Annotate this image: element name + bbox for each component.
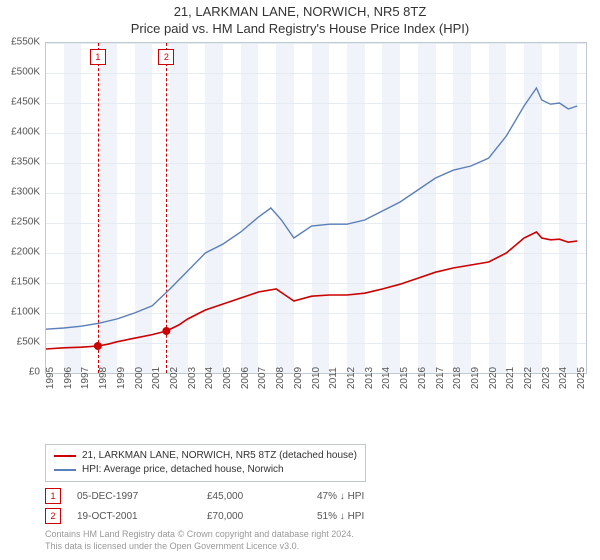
x-tick-label: 2016 (417, 367, 428, 389)
x-tick-label: 2002 (169, 367, 180, 389)
x-tick-label: 2006 (240, 367, 251, 389)
y-tick-label: £250K (0, 217, 40, 228)
legend-swatch (54, 469, 76, 471)
chart-lines (46, 43, 586, 373)
x-tick-label: 1995 (45, 367, 56, 389)
footer-line-1: Contains HM Land Registry data © Crown c… (45, 528, 354, 540)
footer-line-2: This data is licensed under the Open Gov… (45, 540, 354, 552)
x-tick-label: 2010 (311, 367, 322, 389)
x-tick-label: 2023 (541, 367, 552, 389)
x-tick-label: 2005 (222, 367, 233, 389)
footer-attribution: Contains HM Land Registry data © Crown c… (45, 528, 354, 552)
x-tick-label: 2021 (505, 367, 516, 389)
series-marker (94, 342, 102, 350)
y-tick-label: £0 (0, 367, 40, 378)
y-tick-label: £400K (0, 127, 40, 138)
title-block: 21, LARKMAN LANE, NORWICH, NR5 8TZ Price… (0, 0, 600, 36)
data-row-price: £70,000 (207, 511, 317, 522)
y-tick-label: £200K (0, 247, 40, 258)
x-tick-label: 2003 (187, 367, 198, 389)
x-tick-label: 2015 (399, 367, 410, 389)
data-row: 2 19-OCT-2001£70,00051% ↓ HPI (45, 508, 437, 524)
legend-label: 21, LARKMAN LANE, NORWICH, NR5 8TZ (deta… (82, 449, 357, 463)
legend-swatch (54, 455, 76, 457)
x-tick-label: 2012 (346, 367, 357, 389)
y-tick-label: £150K (0, 277, 40, 288)
y-tick-label: £100K (0, 307, 40, 318)
legend-item: 21, LARKMAN LANE, NORWICH, NR5 8TZ (deta… (54, 449, 357, 463)
x-tick-label: 2019 (470, 367, 481, 389)
vmarker-label: 1 (90, 49, 106, 65)
x-tick-label: 2022 (523, 367, 534, 389)
data-row-marker: 1 (45, 488, 61, 504)
x-tick-label: 2009 (293, 367, 304, 389)
x-tick-label: 2013 (364, 367, 375, 389)
chart-subtitle: Price paid vs. HM Land Registry's House … (0, 21, 600, 36)
x-tick-label: 1997 (80, 367, 91, 389)
x-tick-label: 2024 (558, 367, 569, 389)
chart-title: 21, LARKMAN LANE, NORWICH, NR5 8TZ (0, 4, 600, 19)
legend-item: HPI: Average price, detached house, Norw… (54, 463, 357, 477)
y-tick-label: £550K (0, 37, 40, 48)
x-tick-label: 1999 (116, 367, 127, 389)
chart-container: 21, LARKMAN LANE, NORWICH, NR5 8TZ Price… (0, 0, 600, 560)
x-tick-label: 2008 (275, 367, 286, 389)
data-row-marker: 2 (45, 508, 61, 524)
data-row-date: 19-OCT-2001 (77, 511, 207, 522)
x-tick-label: 2017 (435, 367, 446, 389)
series-marker (162, 327, 170, 335)
x-tick-label: 2001 (151, 367, 162, 389)
y-tick-label: £350K (0, 157, 40, 168)
x-tick-label: 2000 (134, 367, 145, 389)
legend-label: HPI: Average price, detached house, Norw… (82, 463, 284, 477)
data-row-pct: 47% ↓ HPI (317, 491, 437, 502)
x-tick-label: 2007 (257, 367, 268, 389)
series-line (46, 88, 577, 329)
chart-area: 12 1995199619971998199920002001200220032… (45, 42, 585, 422)
x-tick-label: 2014 (381, 367, 392, 389)
x-tick-label: 2020 (488, 367, 499, 389)
x-tick-label: 1998 (98, 367, 109, 389)
x-tick-label: 2018 (452, 367, 463, 389)
data-row-price: £45,000 (207, 491, 317, 502)
x-tick-label: 2004 (204, 367, 215, 389)
x-tick-label: 2011 (328, 367, 339, 389)
data-row-pct: 51% ↓ HPI (317, 511, 437, 522)
y-tick-label: £450K (0, 97, 40, 108)
x-tick-label: 2025 (576, 367, 587, 389)
y-tick-label: £50K (0, 337, 40, 348)
x-tick-label: 1996 (63, 367, 74, 389)
plot-area: 12 (45, 42, 587, 374)
data-row: 1 05-DEC-1997£45,00047% ↓ HPI (45, 488, 437, 504)
series-line (46, 232, 577, 349)
y-tick-label: £300K (0, 187, 40, 198)
vmarker-label: 2 (158, 49, 174, 65)
legend: 21, LARKMAN LANE, NORWICH, NR5 8TZ (deta… (45, 444, 366, 482)
data-row-date: 05-DEC-1997 (77, 491, 207, 502)
data-rows: 1 05-DEC-1997£45,00047% ↓ HPI 2 19-OCT-2001… (45, 488, 437, 528)
y-tick-label: £500K (0, 67, 40, 78)
